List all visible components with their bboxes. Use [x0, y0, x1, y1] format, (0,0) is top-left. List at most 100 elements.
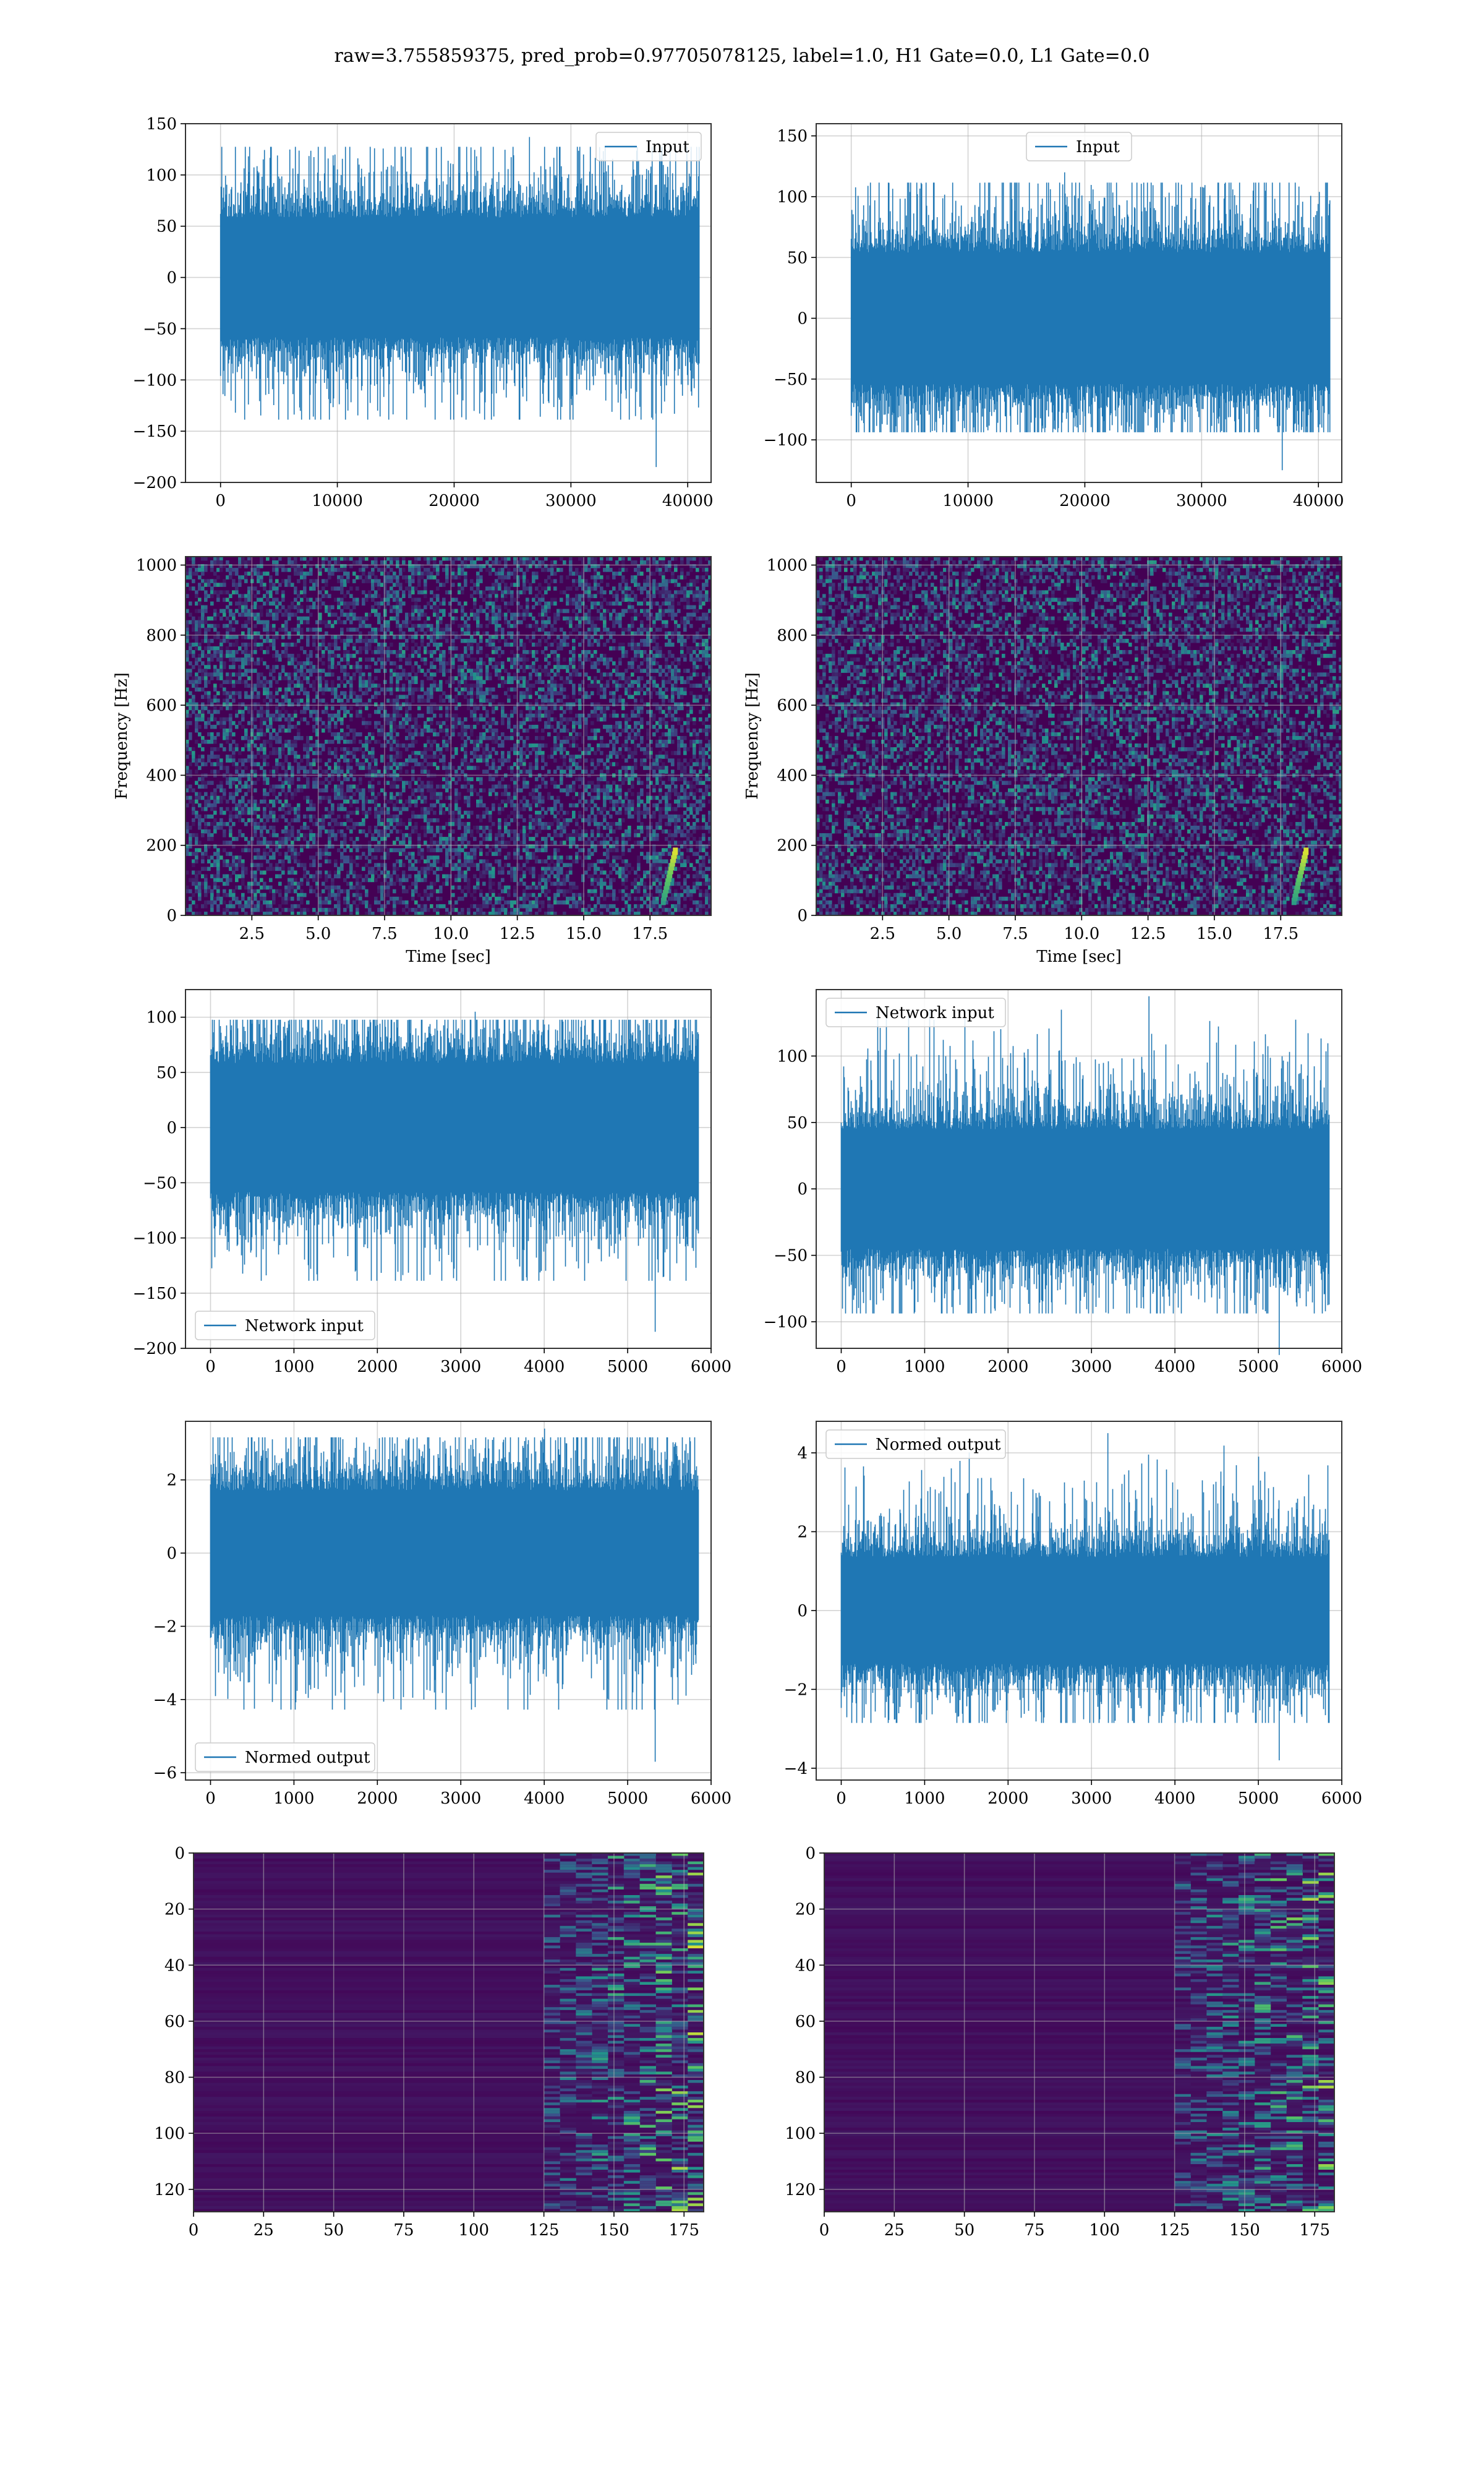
- legend-label: Input: [1076, 138, 1120, 156]
- x-tick-label: 2000: [987, 1789, 1028, 1808]
- chirp-pixel: [1296, 878, 1302, 886]
- chirp-pixel: [1298, 867, 1304, 875]
- x-tick-label: 0: [846, 492, 856, 510]
- y-tick-label: 100: [777, 188, 808, 207]
- x-tick-label: 10.0: [1064, 925, 1099, 943]
- spectrogram-cells: [816, 557, 1342, 916]
- x-tick-label: 2.5: [239, 925, 265, 943]
- axes-frame: [185, 556, 712, 916]
- x-tick-label: 20000: [1059, 492, 1111, 510]
- series-line-norm-h1: [210, 1428, 699, 1762]
- x-tick-label: 100: [458, 2221, 489, 2240]
- x-tick-label: 5000: [607, 1358, 648, 1376]
- x-tick-label: 4000: [524, 1789, 565, 1808]
- axes-frame: [816, 1421, 1342, 1781]
- chirp-pixel: [666, 874, 672, 882]
- y-tick-label: 40: [164, 1956, 185, 1975]
- x-tick-label: 7.5: [372, 925, 397, 943]
- series-line-input-h1: [220, 137, 700, 468]
- y-tick-label: 100: [146, 166, 177, 185]
- legend-label: Input: [646, 138, 689, 156]
- x-tick-label: 25: [884, 2221, 905, 2240]
- x-tick-label: 5000: [607, 1789, 648, 1808]
- x-tick-label: 4000: [524, 1358, 565, 1376]
- chirp-pixel: [1298, 870, 1303, 878]
- y-tick-label: 80: [164, 2069, 185, 2087]
- y-tick-label: 800: [777, 627, 808, 645]
- x-tick-label: 10000: [312, 492, 363, 510]
- legend-box: [825, 1429, 1006, 1459]
- x-tick-label: 1000: [904, 1358, 945, 1376]
- x-tick-label: 50: [954, 2221, 974, 2240]
- legend-box: [595, 132, 702, 161]
- y-tick-label: 100: [785, 2125, 816, 2143]
- chirp-pixel: [1303, 847, 1309, 855]
- axes-frame: [816, 989, 1342, 1349]
- legend: Input: [595, 132, 702, 161]
- y-tick-label: 200: [777, 837, 808, 855]
- chirp-pixel: [667, 870, 673, 878]
- chirp-pixel: [665, 878, 671, 886]
- x-axis-label: Time [sec]: [406, 948, 491, 966]
- subplot-spec-l1: 2.5 5.0 7.5 10.0 12.5 15.0 17.5 0 200 400 600 800 10…: [743, 556, 1342, 966]
- y-tick-label: 800: [146, 627, 177, 645]
- chirp-pixel: [1292, 894, 1298, 902]
- chirp-pixel: [668, 867, 673, 875]
- tick-labels: 0 1000 2000 3000 4000 5000 6000−200−150−100−50…: [133, 1009, 732, 1376]
- x-tick-label: 10000: [942, 492, 994, 510]
- y-tick-label: 50: [787, 249, 808, 267]
- x-tick-label: 17.5: [1263, 925, 1298, 943]
- x-tick-label: 12.5: [500, 925, 535, 943]
- x-tick-label: 0: [205, 1789, 216, 1808]
- tick-labels: 0 10000 20000 30000 40000 −100 −50 0 50 100 150: [764, 127, 1344, 510]
- figure-title: raw=3.755859375, pred_prob=0.97705078125…: [335, 45, 1150, 67]
- x-tick-label: 3000: [440, 1358, 481, 1376]
- x-tick-label: 30000: [545, 492, 597, 510]
- y-tick-label: 4: [797, 1444, 808, 1463]
- subplot-feat-l1: 0 25 50 75 100 125 150 175 0 20 40 60 80 100 120: [785, 1844, 1335, 2240]
- y-tick-label: 1000: [136, 557, 177, 575]
- y-axis-label: Frequency [Hz]: [743, 672, 762, 800]
- y-tick-label: 150: [146, 115, 177, 134]
- x-tick-label: 150: [599, 2221, 629, 2240]
- subplot-spec-h1: 2.5 5.0 7.5 10.0 12.5 15.0 17.5 0 200 400 600 800 10…: [113, 556, 712, 966]
- y-tick-label: −150: [133, 422, 177, 441]
- x-tick-label: 40000: [1293, 492, 1344, 510]
- x-tick-label: 4000: [1154, 1358, 1195, 1376]
- feature-map-rows: [824, 1853, 1335, 2212]
- x-tick-label: 0: [836, 1358, 846, 1376]
- y-tick-label: −2: [153, 1617, 177, 1636]
- legend-box: [825, 998, 1006, 1027]
- x-tick-label: 75: [1024, 2221, 1044, 2240]
- axes-frame: [193, 1852, 704, 2212]
- axes-frame: [816, 556, 1342, 916]
- y-tick-label: −100: [133, 1230, 177, 1248]
- y-tick-label: −100: [133, 371, 177, 390]
- x-tick-label: 175: [1299, 2221, 1330, 2240]
- x-tick-label: 2000: [357, 1358, 398, 1376]
- subplot-input-h1: 0 10000 20000 30000 40000 −200 −150 −100 −50 0 50 1…: [133, 115, 714, 510]
- series-line-net-h1: [210, 1011, 699, 1332]
- y-tick-label: 600: [777, 696, 808, 715]
- y-tick-label: 100: [777, 1047, 808, 1066]
- y-tick-label: 600: [146, 696, 177, 715]
- chirp-pixel: [1300, 859, 1306, 867]
- y-tick-label: −2: [784, 1680, 808, 1699]
- tick-labels: 0 1000 2000 3000 4000 5000 6000 −6 −4 −2 0 2: [153, 1471, 731, 1808]
- y-tick-label: 400: [777, 766, 808, 785]
- y-tick-label: −50: [774, 1247, 808, 1265]
- y-tick-label: 0: [797, 907, 808, 925]
- spectrogram-cells: [186, 557, 712, 916]
- chirp-pixel: [1297, 874, 1302, 882]
- subplot-norm-l1: 0 1000 2000 3000 4000 5000 6000 −4 −2 0 2 4 Normed o…: [784, 1421, 1362, 1808]
- subplot-net-h1: 0 1000 2000 3000 4000 5000 6000−200−150−100−50…: [133, 989, 732, 1376]
- y-axis-label: Frequency [Hz]: [113, 672, 131, 800]
- y-tick-label: 1000: [767, 557, 808, 575]
- y-tick-label: 50: [156, 1064, 177, 1082]
- chirp-pixel: [1294, 886, 1300, 894]
- x-tick-label: 20000: [429, 492, 480, 510]
- legend: Input: [1026, 132, 1132, 161]
- y-tick-label: 0: [166, 1119, 177, 1137]
- chirp-pixel: [669, 863, 675, 871]
- legend-label: Normed output: [876, 1436, 1001, 1454]
